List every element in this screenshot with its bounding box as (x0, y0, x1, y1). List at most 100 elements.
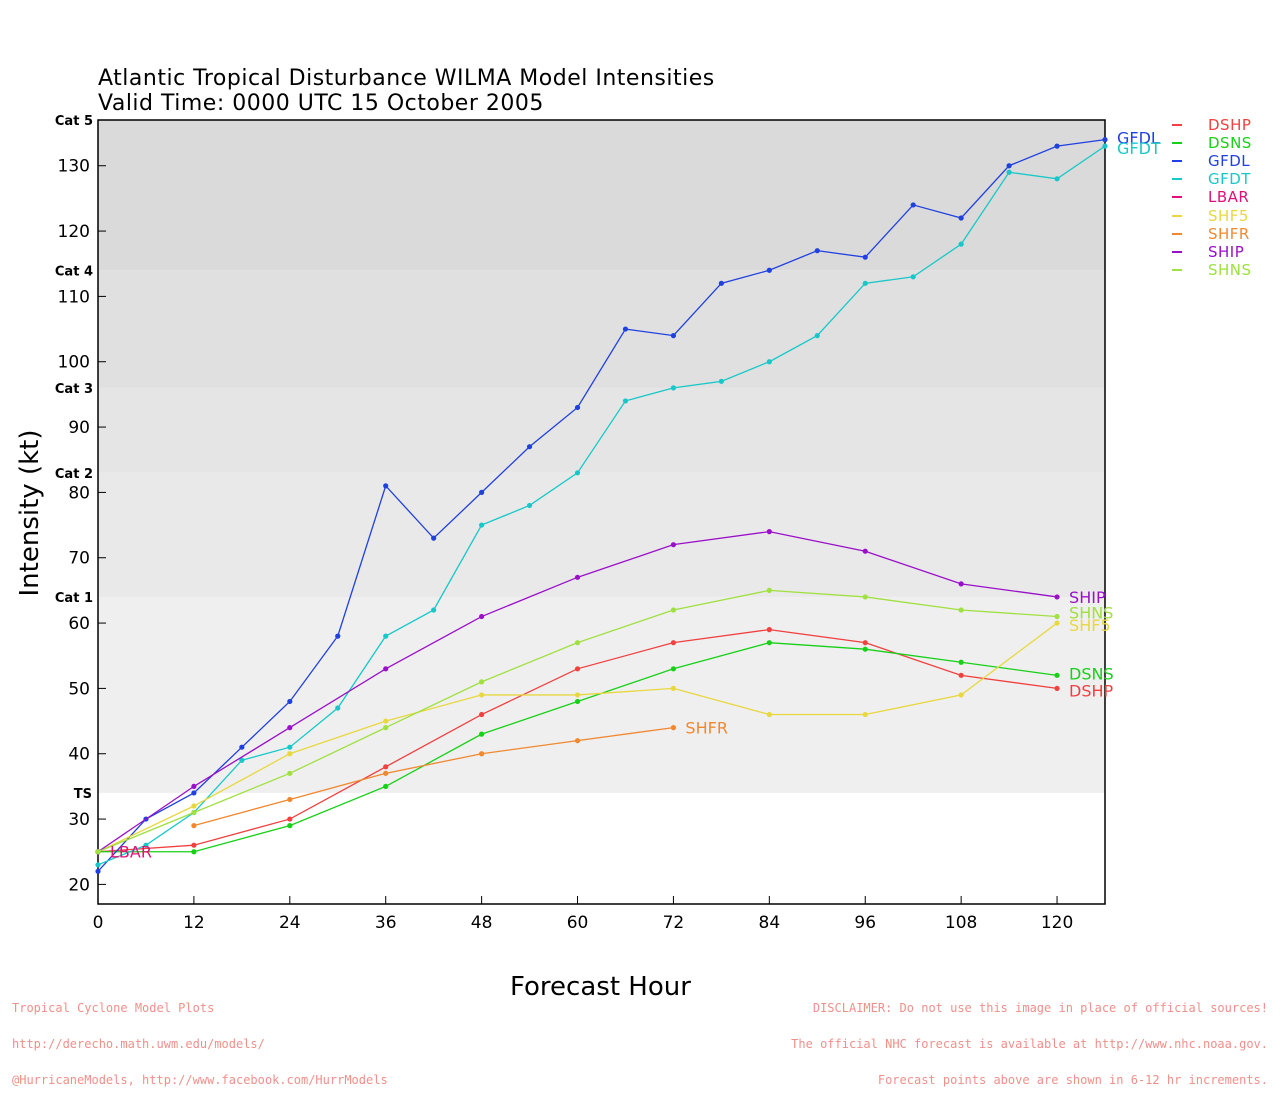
point-shns-84 (766, 587, 772, 594)
footer-disclaimer: DISCLAIMER: Do not use this image in pla… (791, 978, 1268, 1098)
point-gfdl-120 (1054, 143, 1060, 149)
point-shns-12 (191, 809, 197, 816)
legend-label-dsns: DSNS (1208, 134, 1252, 153)
point-gfdl-36 (383, 483, 389, 489)
point-ship-48 (479, 613, 485, 620)
band-cat-4 (98, 120, 1105, 271)
series-end-label-shfr: SHFR (685, 719, 728, 738)
point-shns-24 (287, 770, 293, 776)
y-tick-label-70: 70 (68, 549, 90, 569)
point-shf5-96 (862, 711, 868, 718)
x-tick-label-108: 108 (945, 913, 977, 933)
chart-subtitle: Valid Time: 0000 UTC 15 October 2005 (98, 91, 544, 116)
legend-item-shfr: SHFR (1172, 225, 1252, 243)
point-dshp-24 (287, 816, 293, 822)
point-shf5-108 (958, 692, 964, 698)
point-ship-24 (287, 725, 293, 731)
point-gfdl-60 (574, 404, 581, 411)
point-dsns-12 (191, 849, 197, 855)
series-end-label-ship: SHIP (1069, 588, 1106, 607)
point-dsns-60 (574, 698, 581, 705)
y-axis-label: Intensity (kt) (15, 429, 45, 597)
point-gfdl-54 (526, 444, 533, 450)
legend-label-shns: SHNS (1208, 260, 1252, 279)
point-dshp-36 (383, 764, 389, 770)
point-gfdl-72 (670, 333, 677, 339)
legend-label-ship: SHIP (1208, 242, 1245, 261)
point-shns-36 (383, 725, 389, 731)
point-gfdt-78 (718, 378, 724, 384)
footer-credits-line-2: http://derecho.math.uwm.edu/models/ (12, 1037, 265, 1051)
legend-swatch-dshp (1172, 124, 1182, 127)
point-dsns-108 (958, 659, 964, 665)
point-gfdt-72 (670, 385, 677, 391)
band-label-cat-3: Cat 3 (55, 382, 93, 397)
legend-swatch-dsns (1172, 142, 1182, 145)
x-tick-label-120: 120 (1041, 913, 1073, 933)
point-gfdt-0 (95, 862, 101, 868)
point-gfdl-78 (718, 280, 724, 286)
legend-swatch-shf5 (1172, 214, 1182, 217)
legend-swatch-gfdt (1172, 178, 1182, 181)
intensity-chart: TS Cat 1 Cat 2 Cat 3 Cat 4 Cat 5 20 30 40 50 60 70 8… (55, 114, 1161, 933)
footer-disclaimer-line-2: The official NHC forecast is available a… (791, 1037, 1268, 1051)
point-gfdl-30 (335, 633, 341, 639)
series-end-label-shf5: SHF5 (1069, 616, 1111, 635)
point-gfdt-36 (383, 633, 389, 639)
point-dshp-96 (862, 640, 868, 646)
point-dshp-108 (958, 672, 964, 678)
series-end-label-lbar: LBAR (110, 843, 152, 862)
y-tick-label-90: 90 (68, 418, 90, 438)
legend-swatch-lbar (1172, 196, 1182, 199)
legend-item-gfdt: GFDT (1172, 170, 1252, 188)
footer-credits: Tropical Cyclone Model Plots http://dere… (12, 978, 388, 1098)
point-gfdt-84 (766, 359, 772, 365)
point-gfdt-66 (622, 398, 629, 404)
y-tick-label-100: 100 (58, 353, 90, 373)
point-gfdt-30 (335, 705, 341, 711)
point-gfdt-54 (526, 502, 533, 509)
point-shfr-60 (574, 738, 581, 744)
x-tick-label-12: 12 (183, 913, 205, 933)
series-end-label-dshp: DSHP (1069, 681, 1114, 700)
point-gfdt-126 (1102, 143, 1108, 149)
x-tick-label-72: 72 (663, 913, 685, 933)
point-shns-108 (958, 607, 964, 613)
point-shf5-24 (287, 751, 293, 757)
series-line-shfr (193, 726, 674, 827)
x-axis-label: Forecast Hour (510, 972, 691, 1002)
point-shf5-48 (479, 692, 485, 698)
point-gfdt-114 (1006, 169, 1012, 175)
point-gfdt-60 (574, 470, 581, 476)
point-gfdt-102 (910, 274, 916, 280)
band-label-cat-4: Cat 4 (55, 264, 93, 279)
legend-label-dshp: DSHP (1208, 116, 1252, 135)
legend-swatch-shns (1172, 268, 1182, 271)
point-shfr-24 (287, 796, 293, 803)
point-ship-12 (191, 783, 197, 790)
legend-item-ship: SHIP (1172, 243, 1252, 261)
point-shf5-36 (383, 718, 389, 724)
footer-disclaimer-line-3: Forecast points above are shown in 6-12 … (877, 1073, 1268, 1087)
point-gfdl-42 (431, 535, 437, 541)
legend-item-shns: SHNS (1172, 261, 1252, 279)
point-gfdl-102 (910, 202, 916, 208)
point-shf5-12 (191, 803, 197, 809)
point-ship-72 (670, 542, 677, 548)
point-ship-84 (766, 529, 772, 535)
point-gfdl-126 (1102, 137, 1108, 143)
y-tick-label-60: 60 (68, 614, 90, 634)
legend-item-dshp: DSHP (1172, 116, 1252, 134)
legend-label-shfr: SHFR (1208, 224, 1250, 243)
point-shns-60 (574, 640, 581, 646)
point-ship-120 (1054, 594, 1060, 600)
legend-swatch-ship (1172, 250, 1182, 253)
x-tick-label-84: 84 (759, 913, 781, 933)
point-gfdl-12 (191, 790, 197, 796)
point-gfdt-24 (287, 744, 293, 750)
band-cat-3 (98, 270, 1105, 388)
point-gfdl-18 (239, 744, 245, 750)
point-dshp-72 (670, 640, 677, 646)
point-gfdt-18 (239, 757, 245, 763)
point-shns-72 (670, 607, 677, 613)
